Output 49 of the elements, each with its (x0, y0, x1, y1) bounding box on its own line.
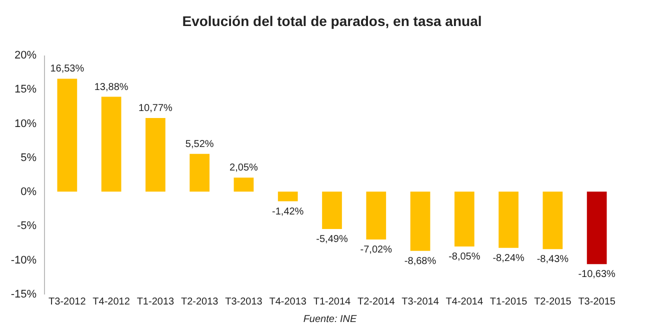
bar (454, 192, 474, 247)
bar (410, 192, 430, 251)
y-tick-label: 0% (20, 186, 37, 198)
data-label: 13,88% (94, 82, 128, 93)
y-tick-label: 10% (14, 118, 37, 130)
data-label: -8,68% (404, 256, 436, 267)
data-label: -8,43% (536, 254, 569, 266)
data-label: 16,53% (50, 64, 84, 75)
y-tick-label: 15% (14, 84, 37, 96)
bar (101, 96, 122, 192)
data-label: -8,24% (492, 252, 524, 264)
y-tick-label: 20% (14, 50, 37, 62)
x-tick-label: T3-2014 (402, 296, 440, 308)
x-tick-label: T1-2015 (490, 296, 528, 308)
chart-title: Evolución del total de parados, en tasa anual (182, 13, 482, 29)
y-tick-label: 5% (20, 152, 37, 164)
x-tick-label: T2-2014 (358, 296, 396, 308)
bar (278, 192, 298, 202)
x-tick-label: T2-2015 (534, 296, 572, 308)
x-tick-label: T4-2012 (92, 296, 130, 308)
data-label: 10,77% (138, 103, 173, 114)
bar (57, 78, 78, 192)
x-tick-label: T4-2013 (269, 296, 307, 308)
bar (586, 192, 607, 264)
x-tick-label: T1-2014 (313, 296, 352, 308)
data-label: -5,49% (316, 234, 348, 246)
data-label: 5,52% (185, 138, 214, 150)
y-tick-label: -10% (10, 254, 37, 266)
data-label: -1,42% (272, 206, 304, 218)
bar (190, 154, 210, 192)
data-label: -7,02% (360, 244, 392, 256)
bar (542, 192, 563, 250)
bar (498, 192, 518, 248)
bar (234, 178, 254, 192)
data-label: -10,63% (578, 269, 616, 280)
y-tick-label: -15% (10, 288, 37, 300)
x-tick-label: T4-2014 (446, 296, 484, 308)
data-label: -8,05% (448, 252, 480, 263)
source-note: Fuente: INE (302, 314, 358, 325)
bar (366, 192, 386, 240)
bar (322, 192, 342, 230)
x-tick-label: T3-2013 (225, 296, 263, 308)
bar (146, 118, 166, 192)
y-tick-label: -5% (16, 220, 37, 232)
x-tick-label: T1-2013 (136, 296, 175, 308)
x-tick-label: T3-2015 (578, 296, 616, 308)
x-tick-label: T2-2013 (180, 296, 219, 308)
x-tick-label: T3-2012 (48, 296, 86, 308)
data-label: 2,05% (230, 162, 258, 174)
